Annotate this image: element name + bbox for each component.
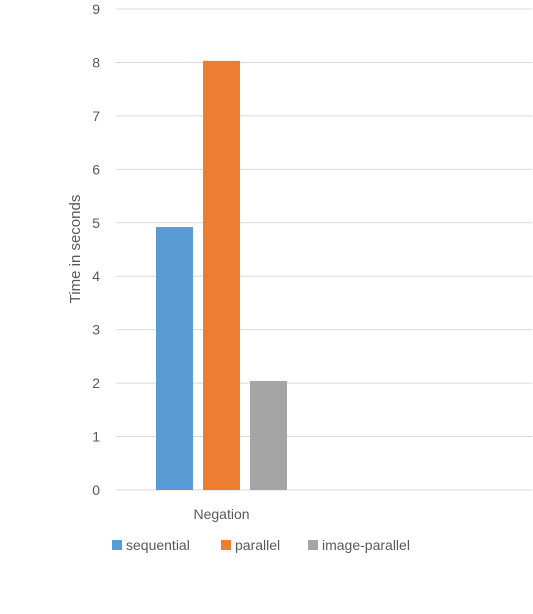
y-axis-title: Time in seconds bbox=[67, 195, 84, 304]
y-tick-label: 4 bbox=[92, 268, 100, 284]
y-tick-label: 8 bbox=[92, 54, 100, 70]
legend: sequential parallel image-parallel bbox=[112, 537, 410, 553]
y-tick-label: 1 bbox=[92, 429, 100, 445]
bar-image-parallel-negation bbox=[250, 380, 287, 490]
y-tick-label: 9 bbox=[92, 1, 100, 17]
legend-label-sequential: sequential bbox=[126, 537, 190, 553]
x-tick-label: Negation bbox=[193, 506, 249, 522]
y-tick-label: 5 bbox=[92, 215, 100, 231]
legend-swatch-parallel bbox=[221, 540, 231, 550]
legend-label-image-parallel: image-parallel bbox=[322, 537, 410, 553]
y-tick-label: 0 bbox=[92, 482, 100, 498]
legend-label-parallel: parallel bbox=[235, 537, 280, 553]
legend-swatch-sequential bbox=[112, 540, 122, 550]
y-tick-label: 2 bbox=[92, 375, 100, 391]
y-tick-label: 6 bbox=[92, 161, 100, 177]
legend-swatch-image-parallel bbox=[308, 540, 318, 550]
y-axis-ticks: 0 1 2 3 4 5 6 7 8 9 bbox=[92, 1, 100, 498]
y-tick-label: 3 bbox=[92, 322, 100, 338]
bar-parallel-negation bbox=[203, 60, 240, 490]
bars bbox=[156, 60, 287, 490]
y-tick-label: 7 bbox=[92, 108, 100, 124]
bar-sequential-negation bbox=[156, 227, 193, 490]
x-axis-ticks: Negation bbox=[193, 506, 249, 522]
